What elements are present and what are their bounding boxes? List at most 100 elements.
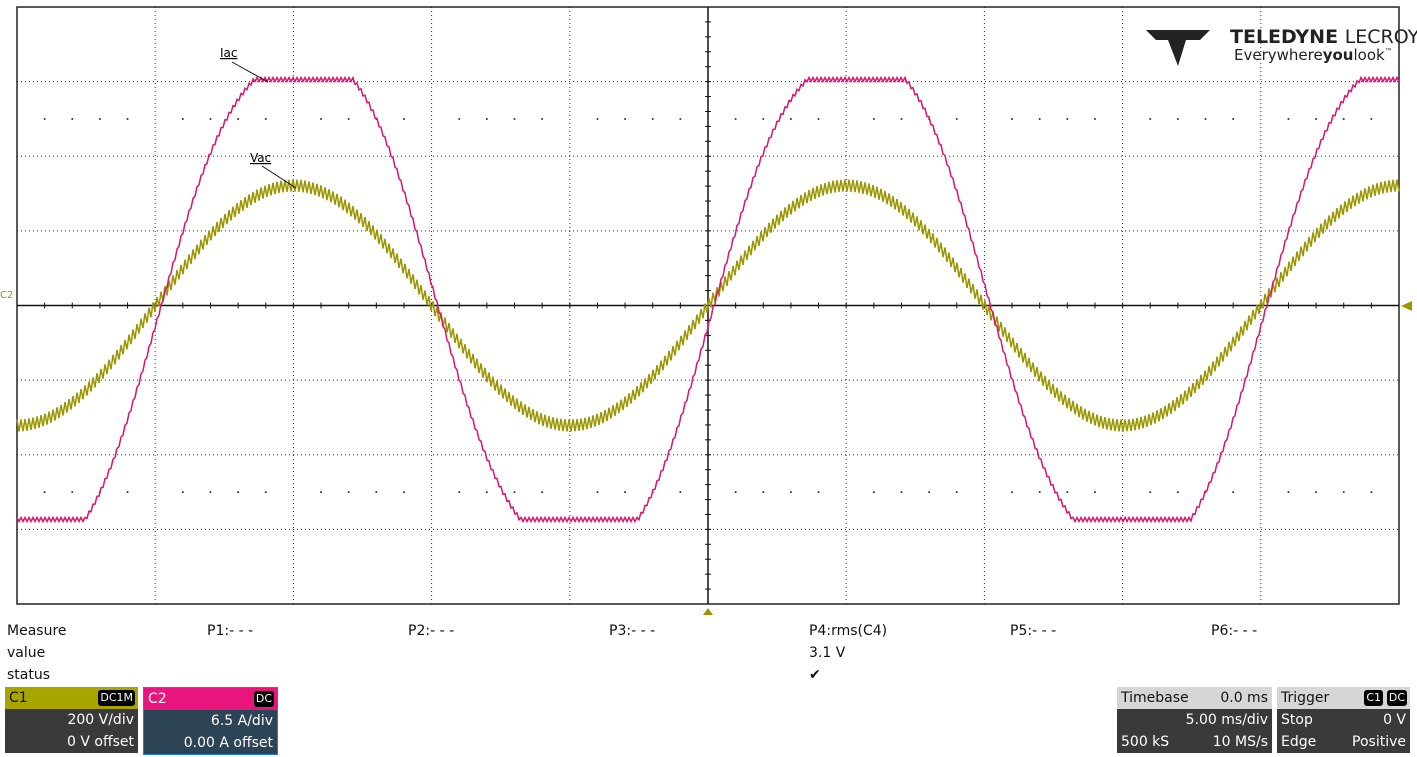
trigger-type: Edge: [1281, 734, 1317, 750]
level-marker: [1401, 301, 1412, 311]
trigger-coupling: DC: [1386, 690, 1407, 706]
measure-param: P6:- - -: [1211, 623, 1258, 639]
grid-dot: [734, 117, 737, 120]
grid-dot: [762, 117, 765, 120]
grid-dot: [237, 491, 240, 494]
grid-dot: [1342, 117, 1345, 120]
grid-dot: [955, 117, 958, 120]
grid-dot: [264, 117, 267, 120]
channel-offset: 0 V offset: [67, 734, 134, 750]
grid-dot: [624, 117, 627, 120]
measure-param: P2:- - -: [408, 623, 455, 639]
channel-scale: 6.5 A/div: [210, 713, 273, 729]
trigger-source: C1: [1364, 690, 1383, 706]
grid-dot: [955, 491, 958, 494]
grid-dot: [71, 117, 74, 120]
grid-dot: [1149, 117, 1152, 120]
grid-dot: [181, 117, 184, 120]
grid-dot: [43, 117, 46, 120]
grid-dot: [928, 491, 931, 494]
grid-dot: [762, 491, 765, 494]
measure-param: P4:rms(C4): [809, 623, 888, 639]
grid-dot: [126, 117, 129, 120]
logo-brand: TELEDYNE LECROY: [1230, 26, 1417, 48]
grid-dot: [1093, 491, 1096, 494]
grid-dot: [1149, 491, 1152, 494]
grid-dot: [872, 491, 875, 494]
grid-dot: [237, 117, 240, 120]
channel-marker: C2: [0, 290, 13, 301]
measure-label: Measure: [7, 623, 67, 639]
grid-dot: [71, 491, 74, 494]
channel-offset: 0.00 A offset: [183, 735, 273, 751]
vac-trace: [16, 179, 1400, 432]
grid-border: [16, 6, 1400, 605]
trigger-title: Trigger: [1281, 690, 1330, 706]
grid-dot: [900, 117, 903, 120]
timebase-delay: 0.0 ms: [1220, 690, 1268, 706]
grid-dot: [209, 491, 212, 494]
trigger-mode: Stop: [1281, 712, 1313, 728]
label-leader: [231, 61, 269, 83]
measure-value: 3.1 V: [809, 645, 846, 661]
grid-dot: [126, 491, 129, 494]
trace-label: Vac: [250, 151, 271, 165]
grid-dot: [485, 491, 488, 494]
trigger-level: 0 V: [1383, 712, 1406, 728]
timebase-rate: 10 MS/s: [1212, 734, 1268, 750]
grid-dot: [1011, 117, 1014, 120]
measure-param: P3:- - -: [609, 623, 656, 639]
channel-name: C1: [9, 690, 28, 706]
grid-dot: [1176, 117, 1179, 120]
grid-dot: [1287, 117, 1290, 120]
grid-dot: [651, 117, 654, 120]
grid-dot: [1315, 117, 1318, 120]
grid-dot: [1204, 117, 1207, 120]
timebase-scale: 5.00 ms/div: [1185, 712, 1268, 728]
grid-dot: [596, 491, 599, 494]
grid-dot: [541, 491, 544, 494]
timebase-box[interactable]: Timebase 0.0 ms 5.00 ms/div 500 kS 10 MS/s: [1117, 687, 1272, 753]
logo-mark: [1146, 30, 1210, 66]
trigger-slope: Positive: [1352, 734, 1406, 750]
grid-dot: [320, 117, 323, 120]
channel-c1[interactable]: C1 DC1M 200 V/div 0 V offset: [5, 687, 138, 753]
grid-dot: [541, 117, 544, 120]
timebase-samples: 500 kS: [1121, 734, 1170, 750]
grid-dot: [789, 491, 792, 494]
grid-dot: [458, 491, 461, 494]
grid-dot: [347, 117, 350, 120]
coupling-badge: DC: [253, 691, 274, 707]
grid-dot: [1315, 491, 1318, 494]
trigger-marker: [703, 608, 713, 615]
grid-dot: [1370, 117, 1373, 120]
measure-param: P1:- - -: [207, 623, 254, 639]
measure-status: ✔: [809, 667, 821, 683]
row-label: status: [7, 667, 51, 683]
grid-dot: [624, 491, 627, 494]
iac-trace: [16, 75, 1400, 524]
grid-dot: [347, 491, 350, 494]
measure-param: P5:- - -: [1010, 623, 1057, 639]
channel-c2[interactable]: C2 DC 6.5 A/div 0.00 A offset: [143, 687, 278, 755]
grid-dot: [1093, 117, 1096, 120]
grid-dot: [43, 491, 46, 494]
grid-dot: [513, 117, 516, 120]
grid-dot: [1370, 491, 1373, 494]
trigger-box[interactable]: Trigger C1 DC Stop 0 V Edge Positive: [1277, 687, 1410, 753]
grid-dot: [817, 491, 820, 494]
grid-dot: [679, 117, 682, 120]
trace-label: Iac: [220, 46, 238, 60]
channel-scale: 200 V/div: [67, 712, 134, 728]
grid-dot: [98, 117, 101, 120]
grid-dot: [1287, 491, 1290, 494]
grid-dot: [900, 491, 903, 494]
grid-dot: [1011, 491, 1014, 494]
grid-dot: [1176, 491, 1179, 494]
grid-dot: [1066, 491, 1069, 494]
grid-dot: [1232, 491, 1235, 494]
grid-dot: [513, 491, 516, 494]
grid-dot: [1038, 491, 1041, 494]
label-leader: [261, 165, 297, 189]
